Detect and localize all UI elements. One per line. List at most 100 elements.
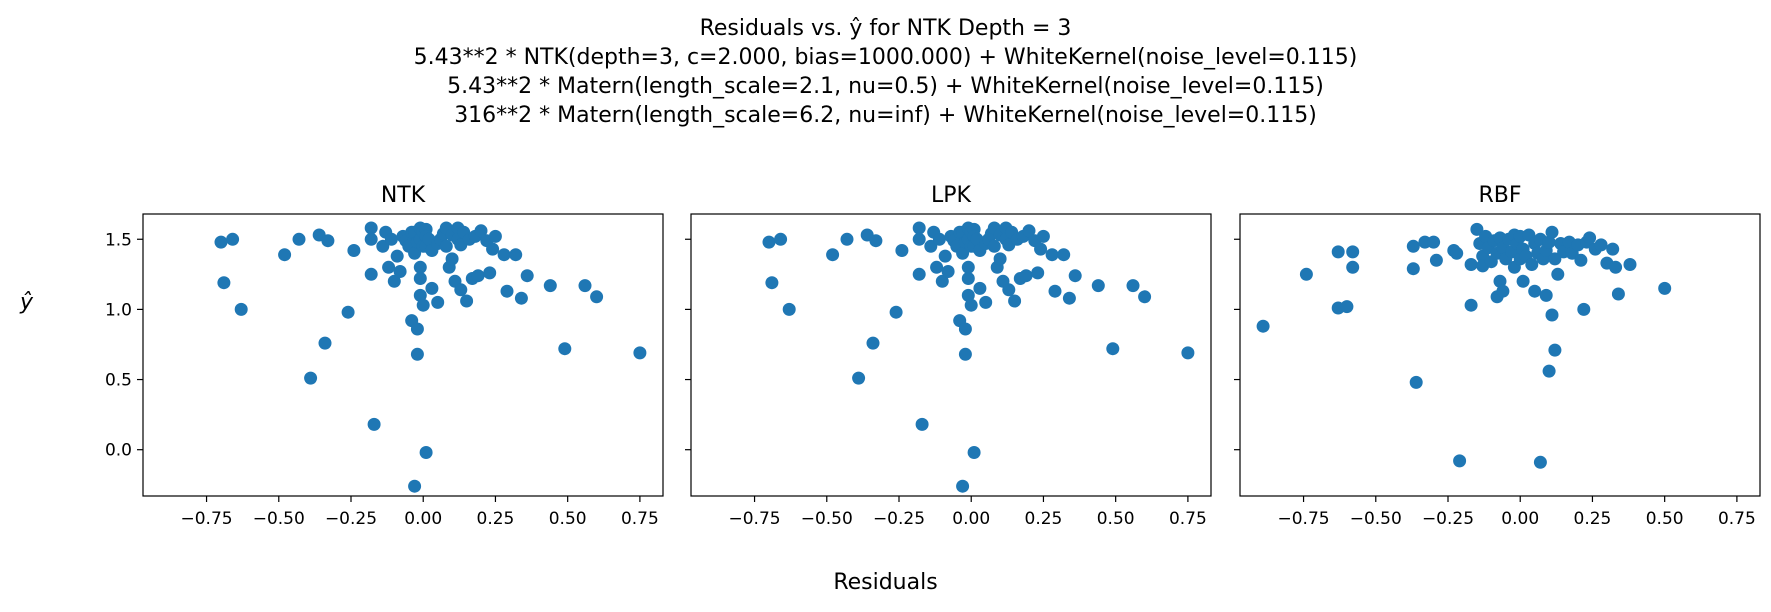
data-point <box>474 224 488 238</box>
data-point <box>958 322 972 336</box>
data-point <box>367 417 381 431</box>
data-point <box>416 298 430 312</box>
data-point <box>321 234 335 248</box>
data-point <box>413 260 427 274</box>
panel-frame <box>1239 213 1761 497</box>
title-line-4: 316**2 * Matern(length_scale=6.2, nu=inf… <box>454 103 1317 128</box>
data-point <box>987 239 1001 253</box>
data-point <box>413 272 427 285</box>
data-point <box>1022 224 1036 238</box>
data-point <box>1106 342 1120 356</box>
panel-frame <box>690 213 1212 497</box>
data-point <box>408 246 422 260</box>
data-point <box>930 260 944 274</box>
data-point <box>1299 267 1313 281</box>
data-point <box>1548 252 1562 266</box>
data-point <box>782 302 796 316</box>
data-point <box>1623 258 1637 271</box>
data-point <box>961 260 975 274</box>
data-point <box>387 274 401 288</box>
data-point <box>1470 222 1484 236</box>
x-tick-label: 0.50 <box>1646 509 1684 529</box>
title-line-1: Residuals vs. ŷ for NTK Depth = 3 <box>699 16 1072 41</box>
data-point <box>1577 302 1591 316</box>
data-point <box>520 269 534 283</box>
data-point <box>1346 260 1360 274</box>
data-point <box>1542 235 1556 249</box>
data-point <box>364 267 378 281</box>
data-point <box>1611 287 1625 301</box>
data-point <box>217 276 231 290</box>
data-point <box>1045 248 1059 262</box>
data-point <box>1346 245 1360 259</box>
data-point <box>419 446 433 459</box>
data-point <box>292 232 306 246</box>
x-tick-label: −0.75 <box>1278 509 1330 529</box>
data-point <box>935 274 949 288</box>
data-point <box>1594 238 1608 252</box>
x-tick-label: −0.25 <box>873 509 925 529</box>
y-axis-label: ŷ <box>20 290 34 315</box>
x-tick-label: 0.25 <box>1025 509 1063 529</box>
data-point <box>1574 253 1588 267</box>
data-point <box>1453 454 1467 468</box>
x-tick-label: 0.25 <box>1574 509 1612 529</box>
x-axis-label: Residuals <box>833 570 938 595</box>
data-point <box>483 266 497 280</box>
data-point <box>1528 284 1542 298</box>
data-point <box>1516 274 1530 288</box>
data-point <box>347 244 361 257</box>
x-tick-label: 0.00 <box>952 509 990 529</box>
data-point <box>1034 242 1048 256</box>
x-tick-label: −0.50 <box>1350 509 1402 529</box>
data-point <box>488 229 502 243</box>
data-point <box>341 305 355 319</box>
data-point <box>1340 300 1354 314</box>
panel-frame <box>142 213 664 497</box>
data-point <box>924 239 938 253</box>
data-point <box>912 232 926 246</box>
data-point <box>408 479 422 493</box>
data-point <box>1031 266 1045 280</box>
data-point <box>226 232 240 246</box>
data-point <box>1256 319 1270 333</box>
data-point <box>500 284 514 298</box>
data-point <box>774 232 788 246</box>
data-point <box>938 249 952 263</box>
title-line-2: 5.43**2 * NTK(depth=3, c=2.000, bias=100… <box>413 45 1358 70</box>
data-point <box>1609 260 1623 274</box>
data-point <box>633 346 647 360</box>
data-point <box>497 248 511 262</box>
data-point <box>390 249 404 263</box>
data-point <box>1002 283 1016 297</box>
y-tick-label: 0.5 <box>105 371 132 391</box>
data-point <box>1126 279 1140 293</box>
data-point <box>1496 284 1510 298</box>
title-line-3: 5.43**2 * Matern(length_scale=2.1, nu=0.… <box>447 74 1324 99</box>
data-point <box>425 281 439 295</box>
data-point <box>941 265 955 278</box>
data-point <box>514 291 528 305</box>
data-point <box>1429 253 1443 267</box>
x-tick-label: −0.75 <box>729 509 781 529</box>
data-point <box>376 239 390 253</box>
data-point <box>1545 225 1559 239</box>
data-point <box>543 279 557 293</box>
x-tick-label: −0.50 <box>801 509 853 529</box>
data-point <box>961 288 975 302</box>
data-point <box>1091 279 1105 293</box>
data-point <box>214 235 228 249</box>
data-point <box>1583 231 1597 245</box>
data-point <box>413 288 427 302</box>
data-point <box>384 232 398 246</box>
data-point <box>1542 364 1556 378</box>
data-point <box>1464 298 1478 312</box>
data-point <box>1493 274 1507 288</box>
data-point <box>1181 346 1195 360</box>
data-point <box>1409 375 1423 389</box>
data-point <box>765 276 779 290</box>
x-tick-label: 0.50 <box>549 509 587 529</box>
data-point <box>509 248 523 262</box>
x-tick-label: −0.25 <box>325 509 377 529</box>
